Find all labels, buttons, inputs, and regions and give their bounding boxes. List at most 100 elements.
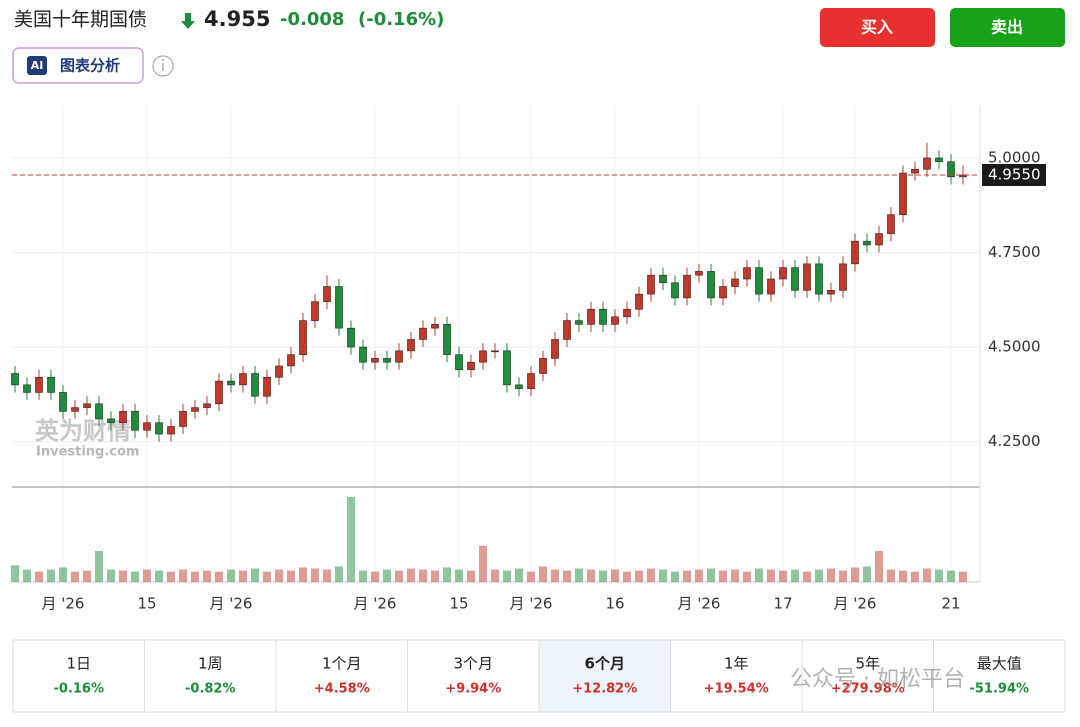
period-cell[interactable] <box>12 639 145 713</box>
ai-label[interactable]: 图表分析 <box>60 57 120 75</box>
x-tick-label: 16 <box>605 595 624 613</box>
volume-bar <box>803 571 811 582</box>
volume-bar <box>863 566 871 582</box>
candle-body <box>827 290 835 295</box>
volume-bar <box>491 569 499 582</box>
volume-bar <box>479 545 487 582</box>
candle-body <box>815 263 823 295</box>
volume-bar <box>839 570 847 582</box>
period-cell[interactable] <box>538 639 671 713</box>
volume-bar <box>707 568 715 582</box>
buy-button[interactable]: 买入 <box>820 8 935 47</box>
x-tick-label: 月 '26 <box>834 595 877 613</box>
x-tick-label: 月 '26 <box>42 595 85 613</box>
volume-bar <box>191 571 199 582</box>
volume-bar <box>131 571 139 582</box>
candle-body <box>83 403 91 408</box>
volume-bar <box>575 568 583 582</box>
down-arrow <box>181 13 195 29</box>
candle-body <box>131 411 139 431</box>
volume-bar <box>743 571 751 582</box>
volume-bar <box>143 569 151 582</box>
volume-bar <box>251 568 259 582</box>
candle-body <box>59 392 67 412</box>
volume-bar <box>323 569 331 582</box>
candle-body <box>695 271 703 276</box>
volume-bar <box>59 567 67 582</box>
volume-bar <box>167 571 175 582</box>
candle-body <box>599 308 607 325</box>
info-icon[interactable] <box>152 55 174 77</box>
candle-body <box>527 373 535 389</box>
volume-bar <box>767 569 775 582</box>
volume-bar <box>215 571 223 582</box>
candle-body <box>47 377 55 393</box>
candle-body <box>419 327 427 340</box>
period-label[interactable]: 1周 <box>198 655 223 673</box>
candle-body <box>863 240 871 246</box>
period-label[interactable]: 1日 <box>66 655 91 673</box>
candle-body <box>551 339 559 359</box>
volume-bar <box>371 571 379 582</box>
volume-bar <box>851 567 859 582</box>
period-change: +4.58% <box>314 682 370 697</box>
sell-bg <box>950 8 1065 47</box>
price: 4.955 <box>204 7 270 31</box>
volume-bar <box>71 571 79 582</box>
volume-bar <box>431 570 439 582</box>
candle-body <box>455 354 463 371</box>
volume-bar <box>527 571 535 582</box>
buy-label[interactable]: 买入 <box>861 18 893 37</box>
candle-body <box>899 172 907 215</box>
candle-body <box>875 233 883 246</box>
change-pct: (-0.16%) <box>358 9 444 30</box>
x-tick-label: 月 '26 <box>354 595 397 613</box>
period-cell[interactable] <box>275 639 408 713</box>
ai-badge[interactable]: AI 图表分析 <box>12 47 144 84</box>
volume-bar <box>335 566 343 582</box>
volume-bar <box>35 571 43 582</box>
candle-body <box>275 365 283 378</box>
volume-bar <box>287 570 295 582</box>
ai-icon-bg <box>27 56 47 75</box>
period-cell[interactable] <box>144 639 277 713</box>
x-tick-label: 15 <box>137 595 156 613</box>
period-label[interactable]: 6个月 <box>585 655 625 673</box>
volume-bar <box>239 570 247 582</box>
volume-bar <box>923 568 931 582</box>
period-cell[interactable] <box>801 639 934 713</box>
volume-bar <box>779 570 787 582</box>
candle-body <box>155 422 163 435</box>
period-label[interactable]: 1个月 <box>322 655 362 673</box>
volume-bar <box>611 569 619 582</box>
x-tick-label: 月 '26 <box>210 595 253 613</box>
candle-body <box>407 339 415 352</box>
period-cell[interactable] <box>933 639 1066 713</box>
volume-bar <box>383 569 391 582</box>
volume-bar <box>719 570 727 582</box>
candle-body <box>623 308 631 318</box>
sell-label[interactable]: 卖出 <box>991 18 1023 37</box>
period-change: -0.82% <box>185 682 236 697</box>
volume-bar <box>395 570 403 582</box>
volume-bar <box>275 569 283 582</box>
period-label[interactable]: 5年 <box>855 655 880 673</box>
sell-button[interactable]: 卖出 <box>950 8 1065 47</box>
period-label[interactable]: 3个月 <box>453 655 493 673</box>
candle-body <box>959 174 967 178</box>
period-label[interactable]: 最大值 <box>977 655 1022 673</box>
candle-body <box>443 324 451 355</box>
candle-body <box>659 274 667 284</box>
period-cell[interactable] <box>407 639 540 713</box>
candle-body <box>359 346 367 363</box>
period-cell[interactable] <box>670 639 803 713</box>
info-icon-dot <box>162 59 164 61</box>
candle-body <box>335 286 343 329</box>
y-tick-label: 4.2500 <box>988 432 1041 450</box>
volume-bar <box>419 569 427 582</box>
volume-bar <box>935 569 943 582</box>
candle-body <box>311 301 319 321</box>
period-label[interactable]: 1年 <box>724 655 749 673</box>
candle-body <box>179 411 187 427</box>
candle-body <box>887 214 895 234</box>
